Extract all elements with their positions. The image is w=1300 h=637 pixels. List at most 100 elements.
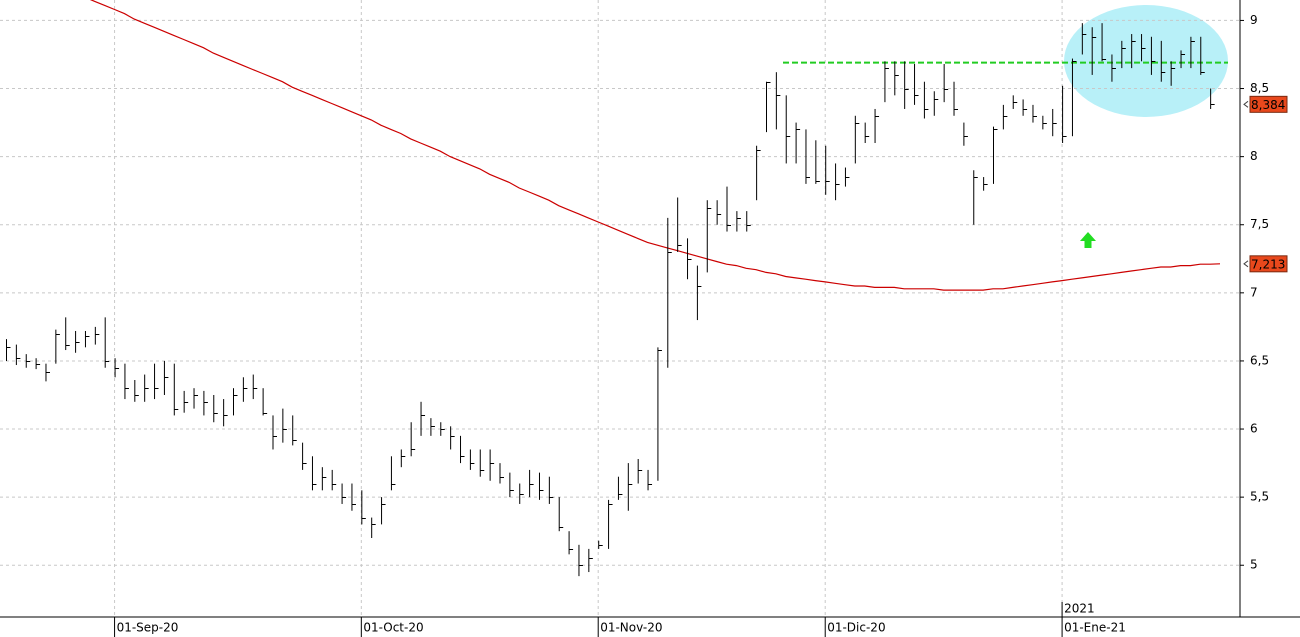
price-bar — [578, 544, 583, 577]
price-bar — [351, 483, 356, 511]
year-label: 2021 — [1064, 602, 1095, 616]
price-bar — [993, 126, 998, 184]
price-bar — [884, 61, 889, 103]
price-label: 8,384 — [1251, 98, 1285, 112]
highlight-ellipse — [1064, 5, 1228, 117]
price-bar — [716, 200, 722, 225]
price-bar — [864, 122, 870, 144]
price-bar — [983, 177, 988, 191]
price-bar — [914, 64, 919, 105]
x-tick-label: 01-Nov-20 — [600, 621, 662, 635]
price-bar — [854, 115, 860, 164]
price-bar — [193, 388, 199, 409]
price-bar — [963, 122, 968, 146]
price-bar — [371, 517, 376, 539]
price-bar — [894, 61, 899, 96]
price-bar — [331, 469, 337, 491]
price-bar — [420, 401, 426, 436]
price-bar — [84, 330, 90, 348]
price-bar — [844, 167, 850, 187]
plot — [6, 0, 1228, 577]
price-bar — [45, 363, 50, 382]
y-tick-label: 5 — [1250, 558, 1258, 572]
price-bar — [163, 360, 169, 395]
price-bar — [302, 442, 307, 470]
price-bar — [706, 200, 712, 273]
price-bar — [548, 476, 554, 504]
price-bar — [1111, 54, 1116, 82]
price-bar — [15, 344, 21, 366]
price-bar — [1150, 36, 1156, 75]
price-bar — [943, 64, 949, 103]
price-bar — [341, 483, 347, 504]
price-bar — [805, 129, 810, 184]
price-pointer — [1243, 100, 1249, 108]
y-tick-label: 8,5 — [1250, 81, 1269, 95]
price-bar — [154, 363, 159, 400]
price-bar — [282, 408, 287, 443]
x-tick-label: 01-Sep-20 — [117, 621, 179, 635]
price-bar — [677, 197, 682, 252]
price-bar — [55, 329, 60, 364]
price-bar — [94, 326, 100, 345]
price-bar — [687, 238, 692, 280]
price-bar — [25, 354, 31, 368]
price-bar — [440, 422, 445, 436]
price-bar — [381, 497, 386, 525]
price-bar — [1012, 95, 1018, 109]
price-bar — [65, 317, 70, 351]
price-bar — [242, 377, 248, 402]
price-bar — [933, 91, 939, 116]
price-bar — [627, 463, 633, 511]
price-bar — [489, 449, 495, 481]
price-bar — [1190, 36, 1195, 69]
price-bar — [114, 358, 120, 378]
price-label: 7,213 — [1251, 257, 1285, 271]
price-bar — [460, 435, 465, 464]
price-bar — [598, 540, 603, 549]
price-bar — [696, 265, 702, 321]
price-bar — [558, 497, 564, 532]
y-tick-label: 7 — [1250, 285, 1258, 299]
price-bar — [795, 122, 801, 164]
price-bar — [1062, 85, 1067, 144]
price-bar — [1042, 115, 1047, 130]
price-bar — [1091, 27, 1097, 75]
price-bar — [252, 374, 258, 400]
price-bar — [450, 426, 455, 450]
price-bar — [1160, 40, 1166, 82]
moving-average-line — [89, 0, 1221, 291]
price-bar — [410, 422, 416, 457]
price-bar — [262, 388, 268, 416]
price-bar — [529, 469, 534, 498]
price-bar — [775, 72, 781, 130]
x-tick-label: 01-Oct-20 — [363, 621, 423, 635]
price-bar — [835, 163, 840, 201]
price-bar — [1081, 23, 1087, 55]
price-bar — [973, 170, 978, 225]
x-tick-label: 01-Ene-21 — [1064, 621, 1126, 635]
price-bar — [1210, 88, 1215, 109]
y-tick-label: 6 — [1250, 422, 1258, 436]
price-bar — [213, 394, 218, 423]
price-bar — [538, 472, 544, 500]
price-bar — [311, 456, 317, 491]
price-bar — [904, 61, 909, 109]
price-bar — [726, 186, 732, 232]
price-bar — [499, 463, 504, 484]
price-bar — [1200, 36, 1205, 75]
price-bar — [756, 145, 761, 201]
price-bar — [1032, 104, 1037, 123]
price-bar — [124, 363, 129, 400]
price-bar — [1131, 34, 1136, 69]
price-bar — [1101, 23, 1107, 62]
price-bar — [736, 211, 741, 232]
y-tick-label: 8 — [1250, 149, 1258, 163]
price-bar — [144, 374, 149, 402]
price-bar — [874, 108, 880, 144]
price-bar — [75, 330, 80, 353]
price-bar — [203, 390, 208, 416]
price-bar — [321, 467, 327, 491]
